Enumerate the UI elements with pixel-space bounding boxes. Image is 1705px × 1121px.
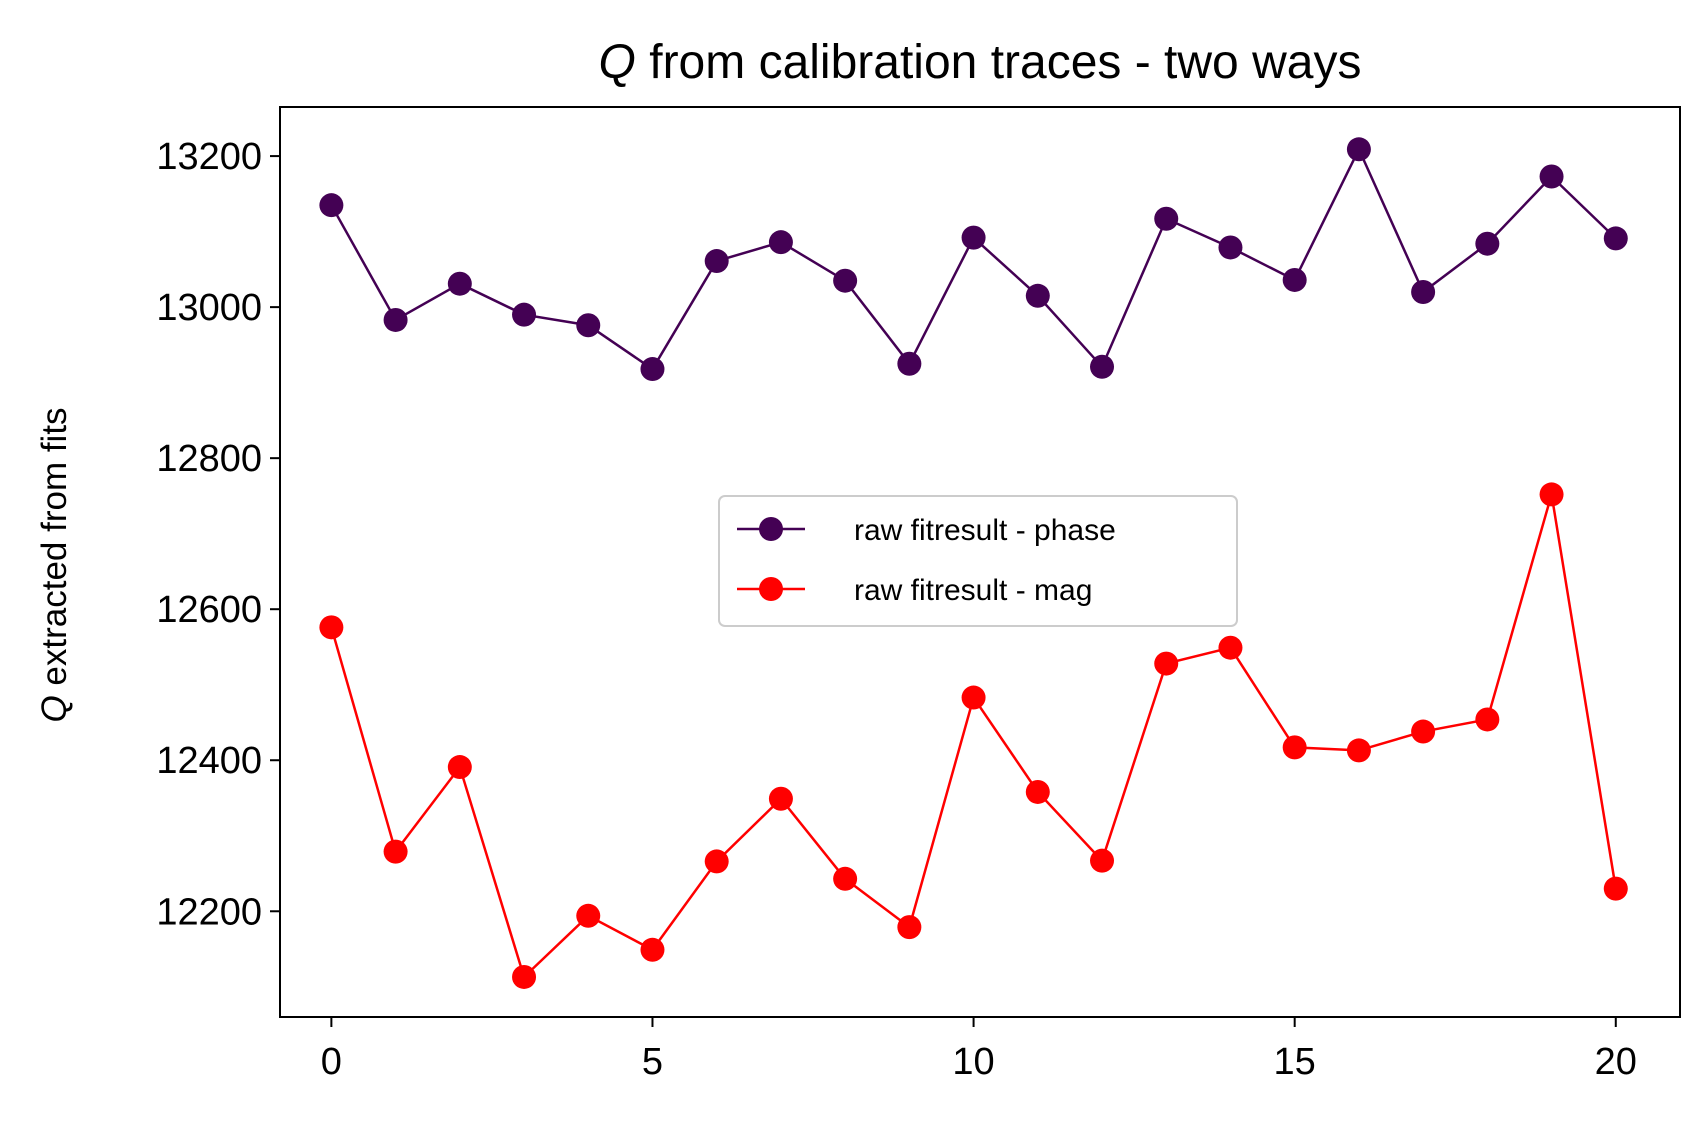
series-mag (319, 482, 1628, 989)
data-point (1282, 735, 1307, 760)
y-tick-label: 12200 (156, 891, 262, 933)
series-layer (319, 137, 1628, 989)
data-point (319, 193, 344, 218)
data-point (1282, 267, 1307, 292)
data-point (383, 307, 408, 332)
data-point (1090, 354, 1115, 379)
data-point (1154, 651, 1179, 676)
x-tick-label: 20 (1595, 1041, 1637, 1083)
data-point (319, 615, 344, 640)
data-point (768, 230, 793, 255)
y-tick-label: 12400 (156, 740, 262, 782)
data-point (1603, 876, 1628, 901)
data-point (576, 903, 601, 928)
data-point (1411, 280, 1436, 305)
data-point (1475, 707, 1500, 732)
y-tick-label: 13200 (156, 136, 262, 178)
ylabel-rest: extracted from fits (35, 407, 74, 695)
title-rest: from calibration traces - two ways (636, 36, 1362, 89)
data-point (512, 302, 537, 327)
data-point (704, 249, 729, 274)
legend-label: raw fitresult - phase (854, 514, 1116, 547)
data-point (640, 357, 665, 382)
data-point (1025, 283, 1050, 308)
data-point (447, 271, 472, 296)
data-point (1539, 482, 1564, 507)
ticks-layer: 0 5 10 15 20 12200 12400 12600 12800 13000 13200 (156, 136, 1637, 1083)
data-point (1025, 779, 1050, 804)
data-point (768, 786, 793, 811)
data-point (1218, 635, 1243, 660)
data-point (961, 225, 986, 250)
data-point (447, 755, 472, 780)
data-point (383, 839, 408, 864)
series-phase (319, 137, 1628, 382)
y-tick-label: 13000 (156, 287, 262, 329)
axes-frame (279, 106, 1681, 1018)
y-tick-label: 12600 (156, 589, 262, 631)
data-point (833, 268, 858, 293)
x-tick-label: 10 (952, 1041, 994, 1083)
x-tick-label: 5 (642, 1041, 663, 1083)
data-point (576, 313, 601, 338)
x-tick-label: 15 (1274, 1041, 1316, 1083)
legend-marker (759, 577, 783, 601)
data-point (897, 351, 922, 376)
data-point (897, 915, 922, 940)
data-point (1346, 137, 1371, 162)
legend-box (718, 495, 1238, 627)
legend-marker (759, 517, 783, 541)
series-line (330, 146, 1617, 371)
y-tick-label: 12800 (156, 438, 262, 480)
ylabel-italic: Q (35, 695, 74, 722)
data-point (961, 685, 986, 710)
data-point (1218, 235, 1243, 260)
data-point (833, 866, 858, 891)
data-point (512, 964, 537, 989)
data-point (640, 937, 665, 962)
data-point (1154, 206, 1179, 231)
data-point (704, 849, 729, 874)
data-point (1475, 231, 1500, 256)
title-italic: Q (599, 36, 636, 89)
data-point (1090, 848, 1115, 873)
data-point (1411, 719, 1436, 744)
legend-label: raw fitresult - mag (854, 574, 1092, 607)
data-point (1539, 164, 1564, 189)
legend: raw fitresult - phase raw fitresult - mag (718, 495, 1238, 627)
data-point (1346, 738, 1371, 763)
chart-title: Q from calibration traces - two ways (599, 36, 1362, 89)
x-tick-label: 0 (321, 1041, 342, 1083)
y-axis-label: Q extracted from fits (35, 407, 74, 722)
data-point (1603, 226, 1628, 251)
